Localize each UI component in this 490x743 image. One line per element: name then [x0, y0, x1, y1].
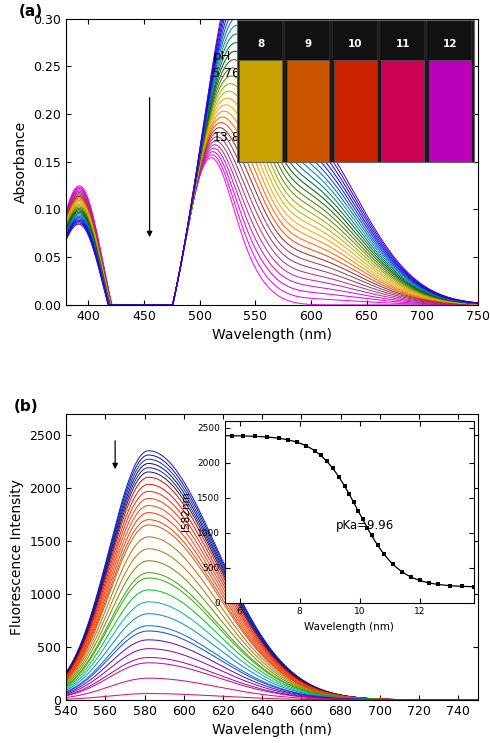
X-axis label: Wavelength (nm): Wavelength (nm) — [212, 328, 332, 343]
Text: (b): (b) — [13, 399, 38, 414]
X-axis label: Wavelength (nm): Wavelength (nm) — [212, 724, 332, 737]
Y-axis label: Absorbance: Absorbance — [14, 120, 28, 203]
Y-axis label: Fluorescence Intensity: Fluorescence Intensity — [10, 478, 24, 635]
Text: 5.76: 5.76 — [212, 68, 240, 80]
Text: 13.8: 13.8 — [212, 131, 240, 144]
Text: pH: pH — [212, 50, 231, 63]
Text: (a): (a) — [19, 4, 43, 19]
